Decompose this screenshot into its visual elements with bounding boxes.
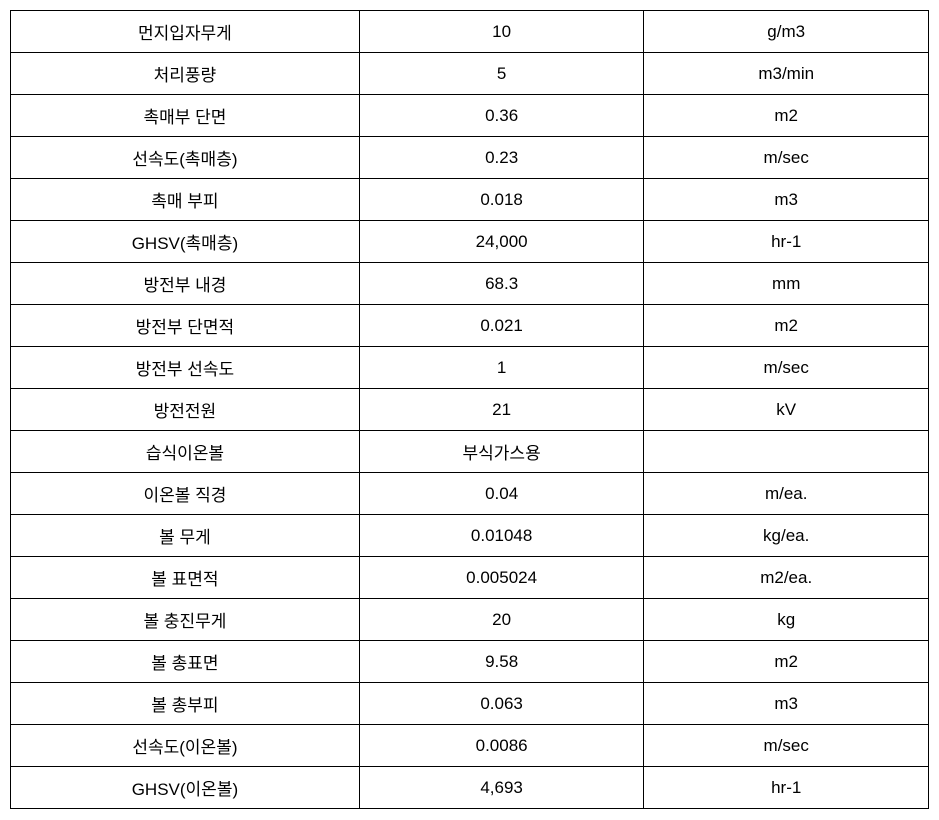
param-value: 0.021: [359, 305, 644, 347]
param-unit: m3/min: [644, 53, 929, 95]
param-unit: m/sec: [644, 347, 929, 389]
table-row: 처리풍량 5 m3/min: [11, 53, 929, 95]
param-unit: m/sec: [644, 725, 929, 767]
param-unit: m3: [644, 683, 929, 725]
param-unit: kg: [644, 599, 929, 641]
param-value: 10: [359, 11, 644, 53]
param-unit: kg/ea.: [644, 515, 929, 557]
param-label: 볼 표면적: [11, 557, 360, 599]
param-value: 0.018: [359, 179, 644, 221]
table-row: 방전부 선속도 1 m/sec: [11, 347, 929, 389]
param-value: 0.36: [359, 95, 644, 137]
param-label: 선속도(촉매층): [11, 137, 360, 179]
param-label: GHSV(이온볼): [11, 767, 360, 809]
param-unit: g/m3: [644, 11, 929, 53]
table-row: 촉매 부피 0.018 m3: [11, 179, 929, 221]
param-value: 1: [359, 347, 644, 389]
param-unit: m/sec: [644, 137, 929, 179]
table-row: 볼 표면적 0.005024 m2/ea.: [11, 557, 929, 599]
param-value: 4,693: [359, 767, 644, 809]
param-value: 20: [359, 599, 644, 641]
param-label: 처리풍량: [11, 53, 360, 95]
param-label: 먼지입자무게: [11, 11, 360, 53]
table-row: 볼 총부피 0.063 m3: [11, 683, 929, 725]
param-value: 0.0086: [359, 725, 644, 767]
table-row: 이온볼 직경 0.04 m/ea.: [11, 473, 929, 515]
table-row: 볼 무게 0.01048 kg/ea.: [11, 515, 929, 557]
table-row: GHSV(이온볼) 4,693 hr-1: [11, 767, 929, 809]
param-value: 0.01048: [359, 515, 644, 557]
parameters-table: 먼지입자무게 10 g/m3 처리풍량 5 m3/min 촉매부 단면 0.36…: [10, 10, 929, 809]
param-value: 5: [359, 53, 644, 95]
param-value: 0.063: [359, 683, 644, 725]
param-unit: m2: [644, 95, 929, 137]
table-row: 습식이온볼 부식가스용: [11, 431, 929, 473]
param-value: 부식가스용: [359, 431, 644, 473]
param-value: 21: [359, 389, 644, 431]
table-row: 볼 충진무게 20 kg: [11, 599, 929, 641]
param-label: 볼 무게: [11, 515, 360, 557]
param-unit: m2: [644, 305, 929, 347]
param-unit: kV: [644, 389, 929, 431]
table-row: 방전전원 21 kV: [11, 389, 929, 431]
param-value: 0.005024: [359, 557, 644, 599]
param-unit: m/ea.: [644, 473, 929, 515]
table-row: 볼 총표면 9.58 m2: [11, 641, 929, 683]
table-row: 방전부 단면적 0.021 m2: [11, 305, 929, 347]
param-unit: mm: [644, 263, 929, 305]
param-label: 방전부 단면적: [11, 305, 360, 347]
param-label: 방전부 선속도: [11, 347, 360, 389]
parameters-table-container: 먼지입자무게 10 g/m3 처리풍량 5 m3/min 촉매부 단면 0.36…: [10, 10, 929, 809]
param-label: 습식이온볼: [11, 431, 360, 473]
param-value: 0.23: [359, 137, 644, 179]
param-unit: m3: [644, 179, 929, 221]
param-value: 68.3: [359, 263, 644, 305]
param-unit: m2/ea.: [644, 557, 929, 599]
table-row: GHSV(촉매층) 24,000 hr-1: [11, 221, 929, 263]
param-value: 24,000: [359, 221, 644, 263]
param-label: 방전부 내경: [11, 263, 360, 305]
param-value: 0.04: [359, 473, 644, 515]
param-unit: hr-1: [644, 221, 929, 263]
param-unit: hr-1: [644, 767, 929, 809]
param-label: 볼 총표면: [11, 641, 360, 683]
param-unit: [644, 431, 929, 473]
table-row: 방전부 내경 68.3 mm: [11, 263, 929, 305]
param-label: 선속도(이온볼): [11, 725, 360, 767]
param-label: 볼 충진무게: [11, 599, 360, 641]
param-unit: m2: [644, 641, 929, 683]
table-body: 먼지입자무게 10 g/m3 처리풍량 5 m3/min 촉매부 단면 0.36…: [11, 11, 929, 809]
table-row: 선속도(촉매층) 0.23 m/sec: [11, 137, 929, 179]
param-label: 촉매부 단면: [11, 95, 360, 137]
param-label: 이온볼 직경: [11, 473, 360, 515]
param-label: 방전전원: [11, 389, 360, 431]
param-label: 촉매 부피: [11, 179, 360, 221]
param-label: 볼 총부피: [11, 683, 360, 725]
table-row: 촉매부 단면 0.36 m2: [11, 95, 929, 137]
table-row: 먼지입자무게 10 g/m3: [11, 11, 929, 53]
table-row: 선속도(이온볼) 0.0086 m/sec: [11, 725, 929, 767]
param-label: GHSV(촉매층): [11, 221, 360, 263]
param-value: 9.58: [359, 641, 644, 683]
